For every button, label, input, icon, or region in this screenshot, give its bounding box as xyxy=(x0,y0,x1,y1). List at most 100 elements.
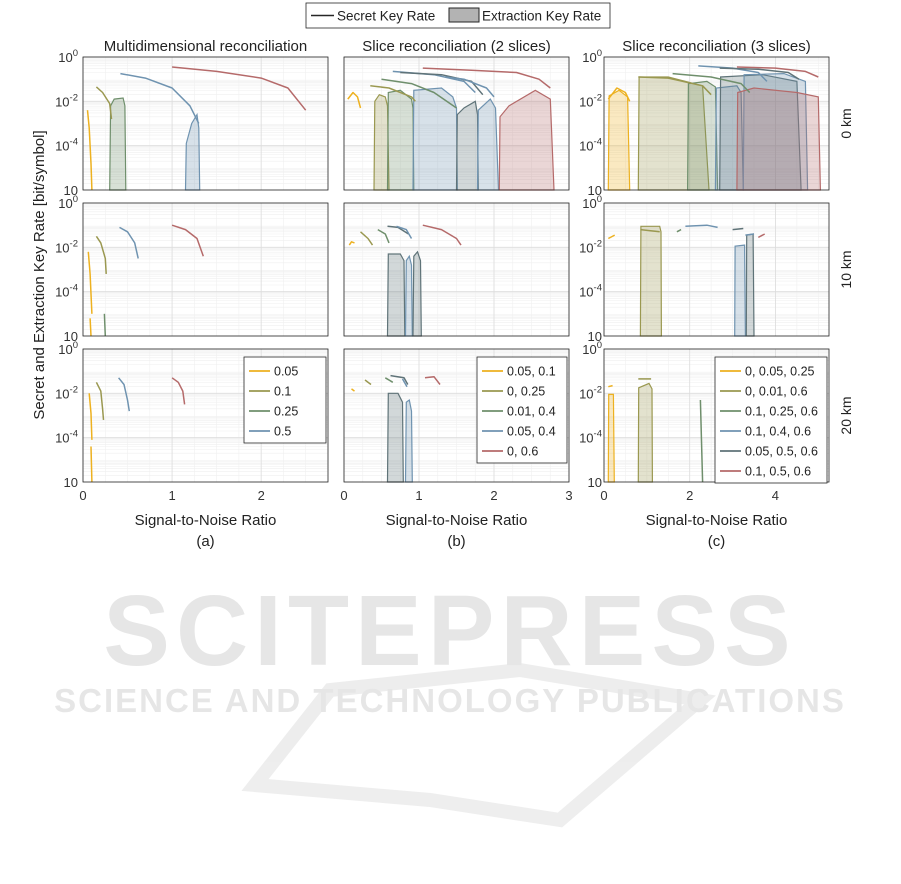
y-tick-label: 10-4 xyxy=(55,429,78,446)
panel-1-3: 100 10-2 10-4 100 1 2 0.05 0.1 0.25 0.5 xyxy=(55,340,329,503)
secret-line-yellow xyxy=(351,388,355,392)
axes-box xyxy=(343,348,570,483)
legend-entry: 0.01, 0.4 xyxy=(507,405,556,419)
extraction-area-yellow xyxy=(607,393,615,483)
extraction-area-darkslate xyxy=(745,233,755,337)
legend-entry: 0, 0.01, 0.6 xyxy=(745,385,808,399)
secret-line-blue xyxy=(119,226,139,259)
secret-line-olive xyxy=(640,228,660,233)
watermark-title: SCITEPRESS xyxy=(103,575,797,687)
secret-line-yellow xyxy=(88,393,93,440)
y-tick-label: 100 xyxy=(58,48,78,65)
extraction-area-darkslate xyxy=(455,100,479,191)
y-tick-label: 100 xyxy=(58,194,78,211)
y-tick-label: 10 xyxy=(588,183,602,198)
secret-line-red xyxy=(171,224,205,257)
legend-box xyxy=(476,356,568,464)
series-legend: 0, 0.05, 0.25 0, 0.01, 0.6 0.1, 0.25, 0.6 0… xyxy=(714,356,828,484)
panel-sublabel: (a) xyxy=(196,533,214,550)
secret-line-darkslate xyxy=(732,227,744,231)
chart-column-3: Slice reconciliation (3 slices)10010-210… xyxy=(579,38,854,550)
extraction-area-blue xyxy=(404,254,413,337)
x-tick-label: 1 xyxy=(415,488,422,503)
x-tick-label: 0 xyxy=(340,488,347,503)
secret-line-olive xyxy=(360,231,374,246)
plot-area xyxy=(604,203,829,336)
extraction-area-olive xyxy=(637,382,654,483)
y-axis-label: Secret and Extraction Key Rate [bit/symb… xyxy=(31,130,48,419)
y-tick-label: 10 xyxy=(64,183,78,198)
y-tick-label: 10-2 xyxy=(55,92,78,109)
x-tick-label: 2 xyxy=(686,488,693,503)
legend-entry: 0.1 xyxy=(274,385,291,399)
secret-line-red xyxy=(422,67,551,89)
legend-secret-key-rate: Secret Key Rate xyxy=(337,9,435,24)
secret-line-olive xyxy=(95,86,113,120)
y-tick-label: 10-2 xyxy=(579,238,602,255)
x-tick-label: 4 xyxy=(772,488,779,503)
panel-sublabel: (b) xyxy=(447,533,465,550)
axes-box xyxy=(343,202,570,337)
y-tick-label: 100 xyxy=(582,194,602,211)
panel-2-3: 0 1 2 3 0.05, 0.1 0, 0.25 0.01, 0.4 0.05, 0.4 0,… xyxy=(340,348,573,503)
column-title: Multidimensional reconciliation xyxy=(104,38,307,55)
panel-3-1: 100 10-2 10-4 10 0 km xyxy=(579,48,854,198)
secret-line-green xyxy=(381,78,457,109)
secret-line-green xyxy=(103,313,107,337)
secret-line-green xyxy=(384,377,394,383)
axes-box xyxy=(343,56,570,191)
secret-line-yellow xyxy=(86,110,93,191)
secret-line-green xyxy=(676,228,682,233)
y-tick-label: 100 xyxy=(582,48,602,65)
secret-line-blue xyxy=(745,233,755,236)
legend-entry: 0.5 xyxy=(274,425,291,439)
plot-area xyxy=(83,203,328,336)
panel-sublabel: (c) xyxy=(708,533,726,550)
secret-line-yellow xyxy=(89,318,92,337)
extraction-area-yellow xyxy=(607,89,631,191)
secret-line-olive xyxy=(364,379,372,386)
y-tick-label: 10-4 xyxy=(579,283,602,300)
secret-line-olive xyxy=(638,76,712,96)
legend-entry: 0, 0.05, 0.25 xyxy=(745,365,815,379)
secret-line-olive xyxy=(95,381,105,420)
y-tick-label: 10-2 xyxy=(579,92,602,109)
distance-label: 20 km xyxy=(838,396,854,434)
secret-line-darkslate xyxy=(390,374,409,385)
distance-label: 10 km xyxy=(838,250,854,288)
y-tick-label: 10-4 xyxy=(55,137,78,154)
legend-entry: 0.05, 0.1 xyxy=(507,365,556,379)
legend-entry: 0.1, 0.5, 0.6 xyxy=(745,465,811,479)
x-axis-label: Signal-to-Noise Ratio xyxy=(646,512,788,529)
legend-extraction-key-rate: Extraction Key Rate xyxy=(482,9,601,24)
secret-line-yellow xyxy=(608,384,613,388)
secret-line-red xyxy=(757,233,766,239)
extraction-area-red xyxy=(736,87,822,191)
y-tick-label: 100 xyxy=(582,340,602,357)
y-tick-label: 100 xyxy=(58,340,78,357)
extraction-area-blue xyxy=(476,98,500,191)
extraction-area-darkslate xyxy=(386,392,404,483)
axes-box xyxy=(603,202,830,337)
secret-line-yellow xyxy=(90,446,93,483)
panel-2-1 xyxy=(343,56,570,191)
secret-line-red xyxy=(171,377,186,405)
secret-line-yellow xyxy=(348,241,355,246)
panel-1-1: 100 10-2 10-4 10 xyxy=(55,48,329,198)
extraction-area-blue xyxy=(404,398,413,483)
y-tick-label: 10 xyxy=(64,475,78,490)
secret-line-red xyxy=(422,224,462,246)
column-title: Slice reconciliation (2 slices) xyxy=(362,38,550,55)
secret-line-green xyxy=(377,228,390,244)
secret-line-green xyxy=(699,399,704,483)
x-axis-label: Signal-to-Noise Ratio xyxy=(386,512,528,529)
y-tick-label: 10-4 xyxy=(579,429,602,446)
series-legend: 0.05 0.1 0.25 0.5 xyxy=(243,356,327,444)
secret-line-red xyxy=(736,66,819,78)
chart-column-2: Slice reconciliation (2 slices) 0 1 2 3 0.05,… xyxy=(340,38,572,550)
panel-3-2: 100 10-2 10-4 10 10 km xyxy=(579,194,854,344)
secret-line-blue xyxy=(396,225,413,239)
extraction-area-blue xyxy=(734,244,747,337)
axes-box xyxy=(82,348,329,483)
